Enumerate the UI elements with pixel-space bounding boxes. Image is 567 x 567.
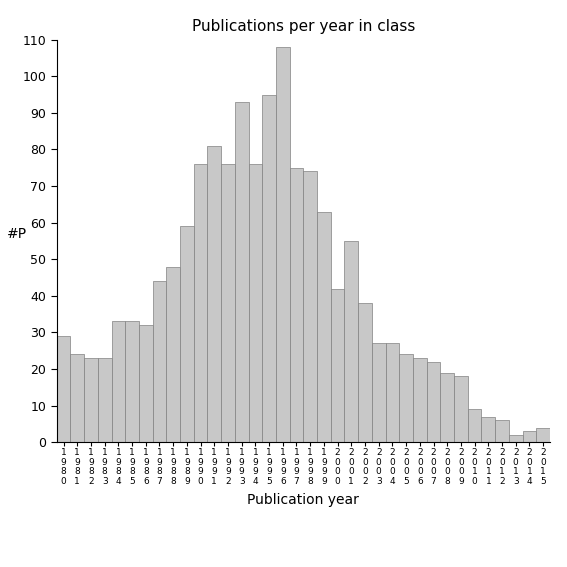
- Bar: [454, 376, 468, 442]
- Title: Publications per year in class: Publications per year in class: [192, 19, 415, 35]
- Bar: [125, 321, 139, 442]
- Bar: [303, 171, 317, 442]
- Bar: [358, 303, 372, 442]
- Bar: [235, 102, 248, 442]
- Bar: [441, 373, 454, 442]
- Bar: [57, 336, 70, 442]
- Bar: [331, 289, 344, 442]
- Bar: [276, 47, 290, 442]
- Bar: [468, 409, 481, 442]
- Bar: [221, 164, 235, 442]
- Bar: [426, 362, 441, 442]
- Bar: [317, 211, 331, 442]
- Bar: [208, 146, 221, 442]
- Bar: [481, 417, 495, 442]
- Bar: [523, 431, 536, 442]
- Bar: [180, 226, 194, 442]
- Bar: [386, 344, 399, 442]
- Bar: [194, 164, 208, 442]
- Bar: [70, 354, 84, 442]
- Bar: [536, 428, 550, 442]
- Bar: [248, 164, 262, 442]
- Bar: [509, 435, 523, 442]
- Bar: [372, 344, 386, 442]
- Bar: [98, 358, 112, 442]
- Bar: [495, 420, 509, 442]
- Bar: [153, 281, 166, 442]
- Bar: [262, 95, 276, 442]
- Y-axis label: #P: #P: [7, 227, 27, 241]
- Bar: [139, 325, 153, 442]
- Bar: [413, 358, 426, 442]
- Bar: [84, 358, 98, 442]
- Bar: [112, 321, 125, 442]
- X-axis label: Publication year: Publication year: [247, 493, 359, 507]
- Bar: [344, 241, 358, 442]
- Bar: [399, 354, 413, 442]
- Bar: [290, 168, 303, 442]
- Bar: [166, 266, 180, 442]
